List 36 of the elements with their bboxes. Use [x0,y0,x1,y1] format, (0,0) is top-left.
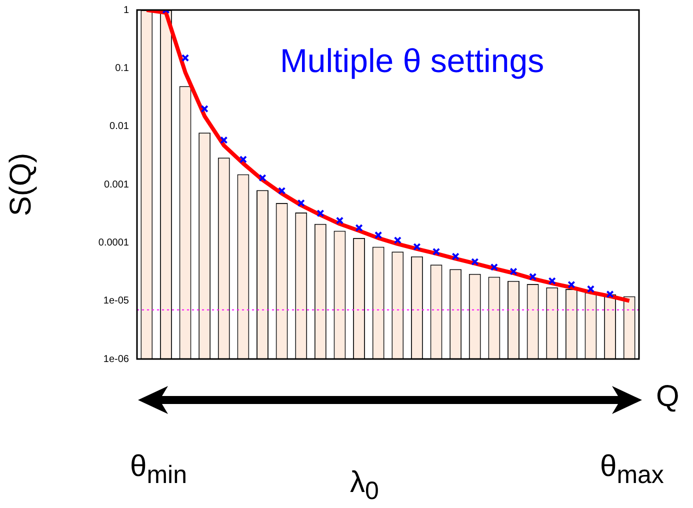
point [220,136,228,144]
y-tick-label: 0.1 [115,62,130,74]
point [568,280,576,288]
point [528,272,537,281]
y-tick-label: 0.01 [110,121,130,132]
y-axis-title: S(Q) [4,152,38,216]
point [432,248,440,256]
point [355,224,363,232]
y-tick-label: 1e-05 [103,296,130,307]
text: θ$_{max}$ [600,450,664,490]
point [471,258,479,266]
y-tick-label: 1e-06 [103,354,130,365]
point [181,54,190,62]
point [278,186,286,195]
point [452,252,460,260]
point [394,236,402,244]
point [548,277,556,285]
point [336,216,344,224]
point [374,231,382,239]
point [258,174,266,182]
annotation: Multiple θ settings [280,42,544,80]
point [490,263,498,271]
x-axis-title: Q [656,380,680,414]
point [586,285,595,293]
y-tick-label: 1 [123,4,130,16]
point [297,199,305,207]
y-tick-label: 0.001 [104,179,130,190]
point [200,104,208,113]
text: λ$_{0}$ [350,466,379,506]
point [316,209,324,218]
text: θ$_{min}$ [130,450,187,490]
point [413,242,421,251]
point [510,268,518,276]
point [606,290,614,298]
point [239,156,248,164]
y-tick-label: 0.0001 [98,237,130,248]
